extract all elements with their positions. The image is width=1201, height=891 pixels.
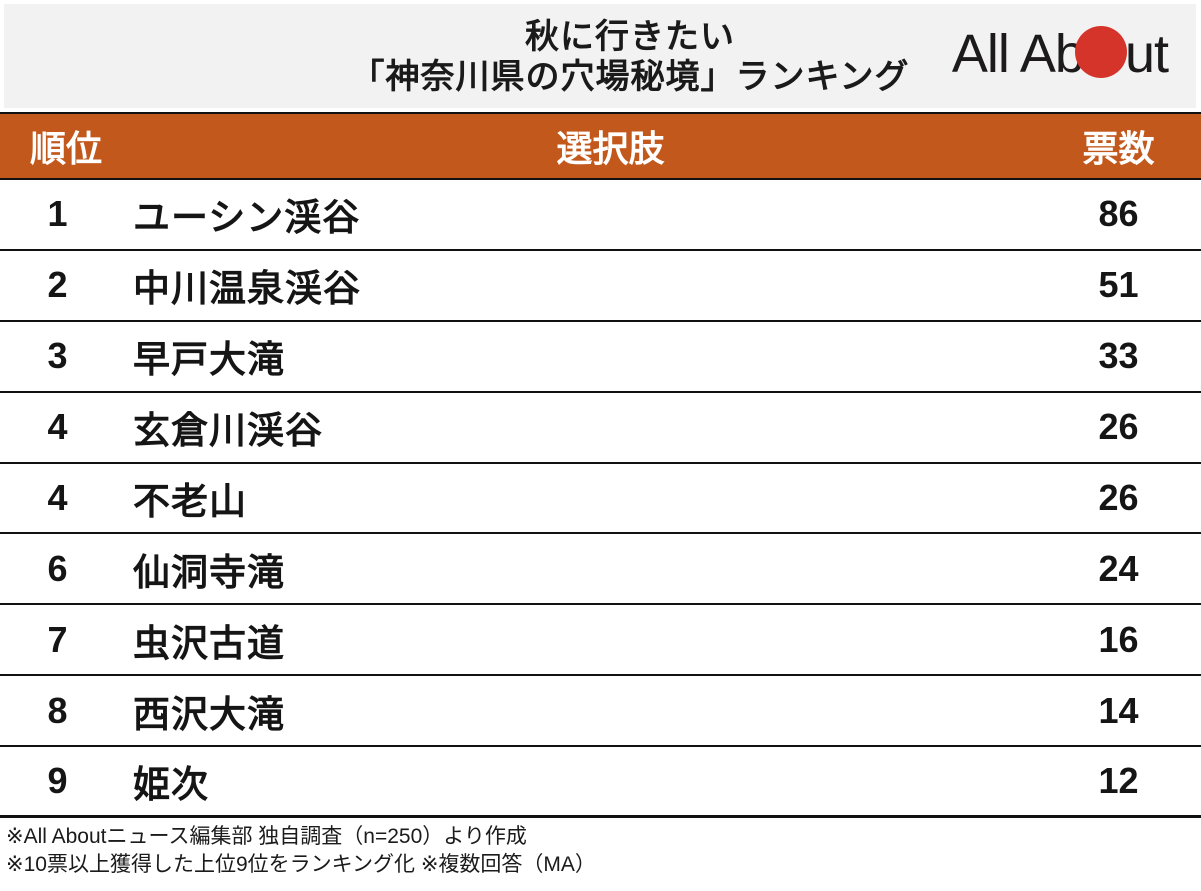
logo-text-right: ut [1124,24,1169,84]
rank-cell: 1 [47,193,68,235]
name-cell: 玄倉川渓谷 [133,410,323,452]
name-cell: 虫沢古道 [133,622,285,664]
table-row: 4 玄倉川渓谷 26 [0,392,1201,464]
table-header-row: 順位 選択肢 票数 [0,112,1201,180]
footer-note-source: ※All Aboutニュース編集部 独自調査（n=250）より作成 [6,825,527,849]
votes-cell: 33 [1098,335,1139,377]
rank-cell: 7 [47,618,68,660]
name-cell: ユーシン渓谷 [133,197,361,239]
votes-cell: 51 [1098,264,1139,306]
rank-cell: 4 [47,477,68,518]
column-header-choice: 選択肢 [556,128,665,169]
page-title-line2: 「神奈川県の穴場秘境」ランキング [350,58,910,96]
table-row: 3 早戸大滝 33 [0,321,1201,393]
column-header-rank: 順位 [30,128,103,169]
table-row: 7 虫沢古道 16 [0,605,1201,677]
name-cell: 西沢大滝 [133,693,285,735]
votes-cell: 86 [1098,193,1139,235]
rank-cell: 9 [47,760,68,802]
name-cell: 仙洞寺滝 [133,551,285,593]
rank-cell: 6 [47,547,68,589]
page-title-line1: 秋に行きたい [524,18,735,56]
name-cell: 不老山 [133,481,247,522]
rank-cell: 2 [47,264,68,306]
ranking-table: 順位 選択肢 票数 1 ユーシン渓谷 86 2 中川温泉渓谷 51 3 早戸大滝… [0,112,1201,819]
all-about-logo: All Ab ut [951,24,1169,84]
footer-note-method: ※10票以上獲得した上位9位をランキング化 ※複数回答（MA） [6,853,596,877]
name-cell: 早戸大滝 [133,339,285,381]
table-row: 6 仙洞寺滝 24 [0,534,1201,606]
votes-cell: 12 [1098,760,1139,802]
table-row: 4 不老山 26 [0,463,1201,535]
column-header-votes: 票数 [1082,128,1155,169]
rank-cell: 4 [47,406,68,448]
table-row: 8 西沢大滝 14 [0,676,1201,748]
table-row: 9 姫次 12 [0,747,1201,819]
footer-notes: ※All Aboutニュース編集部 独自調査（n=250）より作成 ※10票以上… [6,823,1201,879]
logo-text-left: All Ab [951,24,1085,84]
table-row: 2 中川温泉渓谷 51 [0,250,1201,322]
votes-cell: 26 [1098,477,1139,518]
title-band: 秋に行きたい 「神奈川県の穴場秘境」ランキング All Ab ut [4,4,1196,108]
rank-cell: 8 [47,689,68,731]
page-title: 秋に行きたい 「神奈川県の穴場秘境」ランキング [351,17,910,97]
table-row: 1 ユーシン渓谷 86 [0,180,1201,251]
rank-cell: 3 [47,335,68,377]
votes-cell: 14 [1098,689,1139,731]
votes-cell: 16 [1098,618,1139,660]
name-cell: 姫次 [133,764,209,806]
name-cell: 中川温泉渓谷 [133,268,361,310]
logo-red-dot-icon [1074,26,1127,78]
votes-cell: 24 [1098,547,1139,589]
votes-cell: 26 [1098,406,1139,448]
